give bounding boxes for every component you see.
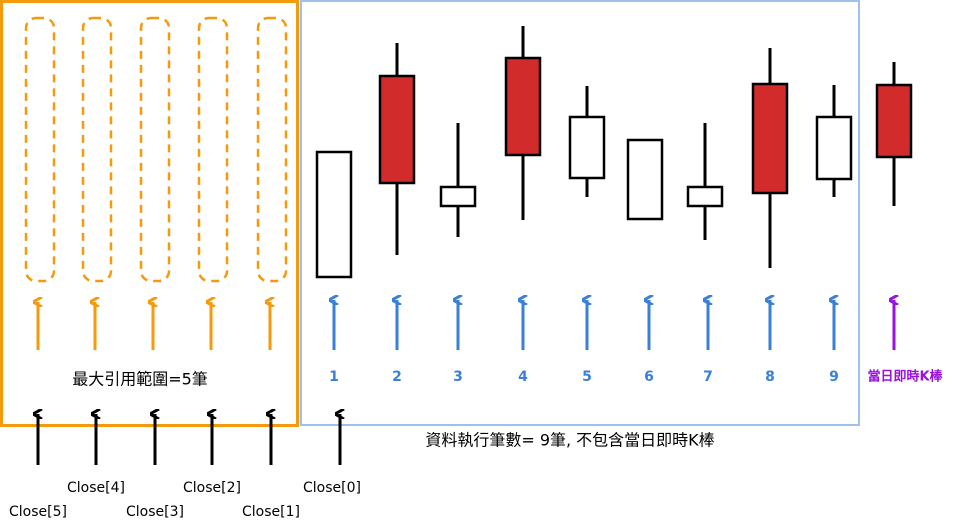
- candle-body: [568, 115, 606, 180]
- candle-body: [815, 115, 853, 181]
- empty-slot: [24, 16, 56, 283]
- empty-slot: [81, 16, 113, 283]
- bar-number: 3: [453, 369, 463, 385]
- empty-slot: [139, 16, 171, 283]
- data-box: [300, 0, 860, 426]
- candle-body: [626, 138, 664, 221]
- bar-number: 5: [582, 369, 592, 385]
- bar-number: 2: [392, 369, 402, 385]
- candle-body: [315, 150, 353, 279]
- candle-body: [504, 56, 542, 157]
- close-label: Close[5]: [9, 504, 67, 520]
- bar-number: 9: [829, 369, 839, 385]
- range-box: [0, 0, 299, 427]
- empty-slot: [256, 16, 288, 283]
- candle-body: [751, 82, 789, 195]
- candle-body: [439, 185, 477, 208]
- bar-number: 4: [518, 369, 528, 385]
- close-label: Close[3]: [126, 504, 184, 520]
- current-bar-label: 當日即時K棒: [867, 369, 943, 385]
- bar-number: 8: [765, 369, 775, 385]
- close-label: Close[2]: [183, 480, 241, 496]
- layer: 1 2 3 4 5 6 7 8 9 Close[5]Close[4]Close[3] Close[2…: [9, 16, 913, 520]
- range-label: 最大引用範圍=5筆: [72, 370, 208, 389]
- close-label: Close[0]: [303, 480, 361, 496]
- bar-number: 1: [329, 369, 339, 385]
- candle-body: [686, 185, 724, 208]
- close-label: Close[1]: [242, 504, 300, 520]
- candle-body: [378, 74, 416, 185]
- candle-body: [875, 83, 913, 159]
- close-label: Close[4]: [67, 480, 125, 496]
- bar-number: 6: [644, 369, 654, 385]
- bar-number: 7: [703, 369, 713, 385]
- empty-slot: [197, 16, 229, 283]
- execution-note: 資料執行筆數= 9筆, 不包含當日即時K棒: [425, 431, 714, 450]
